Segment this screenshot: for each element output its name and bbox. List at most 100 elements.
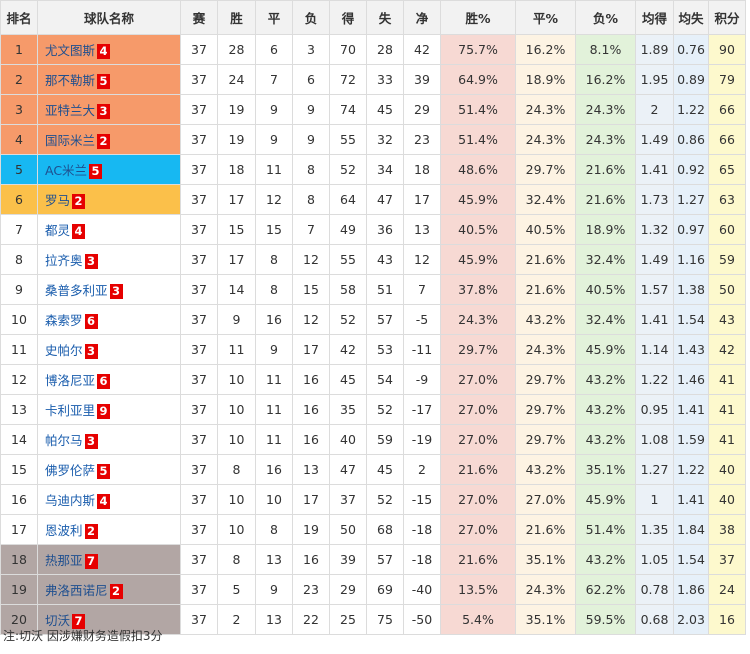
lost-cell: 3 bbox=[292, 34, 330, 65]
lost-cell: 8 bbox=[292, 154, 330, 185]
team-link[interactable]: 佛罗伦萨 bbox=[45, 463, 96, 478]
goals-against-cell: 57 bbox=[366, 304, 404, 335]
team-link[interactable]: 尤文图斯 bbox=[45, 43, 96, 58]
goals-against-cell: 53 bbox=[366, 334, 404, 365]
points-cell: 66 bbox=[708, 94, 746, 125]
rank-cell: 1 bbox=[0, 34, 38, 65]
team-link[interactable]: 拉齐奥 bbox=[45, 253, 83, 268]
avg-against-cell: 1.59 bbox=[673, 424, 709, 455]
played-cell: 37 bbox=[180, 64, 218, 95]
team-link[interactable]: 弗洛西诺尼 bbox=[45, 583, 108, 598]
rank-cell: 6 bbox=[0, 184, 38, 215]
avg-for-cell: 1.27 bbox=[635, 454, 674, 485]
team-link[interactable]: 热那亚 bbox=[45, 553, 83, 568]
red-card-badge: 3 bbox=[84, 344, 98, 359]
team-link[interactable]: 桑普多利亚 bbox=[45, 283, 108, 298]
rank-cell: 2 bbox=[0, 64, 38, 95]
goal-difference-cell: 29 bbox=[403, 94, 441, 125]
team-link[interactable]: 那不勒斯 bbox=[45, 73, 96, 88]
rank-cell: 4 bbox=[0, 124, 38, 155]
team-link[interactable]: AC米兰 bbox=[45, 163, 88, 178]
draw-pct-cell: 18.9% bbox=[515, 64, 576, 95]
avg-for-cell: 1.35 bbox=[635, 514, 674, 545]
team-cell: 卡利亚里 9 bbox=[37, 394, 181, 425]
team-link[interactable]: 都灵 bbox=[45, 223, 71, 238]
red-card-badge: 3 bbox=[84, 434, 98, 449]
loss-pct-cell: 16.2% bbox=[575, 64, 636, 95]
played-cell: 37 bbox=[180, 394, 218, 425]
avg-against-cell: 0.89 bbox=[673, 64, 709, 95]
goals-against-cell: 57 bbox=[366, 544, 404, 575]
header-avg-for: 均得 bbox=[635, 0, 674, 35]
team-link[interactable]: 国际米兰 bbox=[45, 133, 96, 148]
team-link[interactable]: 帕尔马 bbox=[45, 433, 83, 448]
header-drawn: 平 bbox=[255, 0, 293, 35]
loss-pct-cell: 21.6% bbox=[575, 184, 636, 215]
goal-difference-cell: 23 bbox=[403, 124, 441, 155]
goals-against-cell: 68 bbox=[366, 514, 404, 545]
table-row: 3 亚特兰大 3 37 19 9 9 74 45 29 51.4% 24.3% 24.3% 2 1.22 66 bbox=[0, 94, 746, 125]
lost-cell: 9 bbox=[292, 94, 330, 125]
draw-pct-cell: 24.3% bbox=[515, 124, 576, 155]
team-link[interactable]: 史帕尔 bbox=[45, 343, 83, 358]
team-link[interactable]: 乌迪内斯 bbox=[45, 493, 96, 508]
drawn-cell: 13 bbox=[255, 544, 293, 575]
team-link[interactable]: 切沃 bbox=[45, 613, 71, 628]
team-link[interactable]: 亚特兰大 bbox=[45, 103, 96, 118]
header-row: 排名 球队名称 赛 胜 平 负 得 失 净 胜% 平% 负% 均得 均失 积分 bbox=[0, 0, 746, 35]
draw-pct-cell: 43.2% bbox=[515, 304, 576, 335]
points-cell: 50 bbox=[708, 274, 746, 305]
table-row: 18 热那亚 7 37 8 13 16 39 57 -18 21.6% 35.1% 43.2% 1.05 1… bbox=[0, 544, 746, 575]
played-cell: 37 bbox=[180, 274, 218, 305]
avg-against-cell: 0.97 bbox=[673, 214, 709, 245]
team-cell: 弗洛西诺尼 2 bbox=[37, 574, 181, 605]
draw-pct-cell: 29.7% bbox=[515, 424, 576, 455]
goals-against-cell: 34 bbox=[366, 154, 404, 185]
goals-against-cell: 75 bbox=[366, 604, 404, 635]
header-won: 胜 bbox=[217, 0, 256, 35]
drawn-cell: 11 bbox=[255, 394, 293, 425]
points-cell: 90 bbox=[708, 34, 746, 65]
points-cell: 59 bbox=[708, 244, 746, 275]
goals-against-cell: 33 bbox=[366, 64, 404, 95]
team-link[interactable]: 恩波利 bbox=[45, 523, 83, 538]
drawn-cell: 8 bbox=[255, 514, 293, 545]
goals-for-cell: 47 bbox=[329, 454, 367, 485]
team-link[interactable]: 博洛尼亚 bbox=[45, 373, 96, 388]
draw-pct-cell: 35.1% bbox=[515, 544, 576, 575]
red-card-badge: 5 bbox=[97, 464, 111, 479]
goals-against-cell: 52 bbox=[366, 484, 404, 515]
goals-against-cell: 43 bbox=[366, 244, 404, 275]
win-pct-cell: 27.0% bbox=[440, 484, 516, 515]
won-cell: 10 bbox=[217, 394, 256, 425]
avg-against-cell: 1.16 bbox=[673, 244, 709, 275]
team-link[interactable]: 罗马 bbox=[45, 193, 71, 208]
win-pct-cell: 64.9% bbox=[440, 64, 516, 95]
table-row: 5 AC米兰 5 37 18 11 8 52 34 18 48.6% 29.7% 21.6% 1.41 0.… bbox=[0, 154, 746, 185]
goals-against-cell: 51 bbox=[366, 274, 404, 305]
goal-difference-cell: 7 bbox=[403, 274, 441, 305]
played-cell: 37 bbox=[180, 154, 218, 185]
goals-for-cell: 50 bbox=[329, 514, 367, 545]
win-pct-cell: 21.6% bbox=[440, 454, 516, 485]
points-cell: 40 bbox=[708, 484, 746, 515]
avg-for-cell: 1.22 bbox=[635, 364, 674, 395]
team-link[interactable]: 卡利亚里 bbox=[45, 403, 96, 418]
goals-for-cell: 55 bbox=[329, 244, 367, 275]
goals-for-cell: 55 bbox=[329, 124, 367, 155]
played-cell: 37 bbox=[180, 574, 218, 605]
team-cell: 佛罗伦萨 5 bbox=[37, 454, 181, 485]
draw-pct-cell: 29.7% bbox=[515, 154, 576, 185]
goals-for-cell: 39 bbox=[329, 544, 367, 575]
goals-for-cell: 52 bbox=[329, 304, 367, 335]
points-cell: 41 bbox=[708, 394, 746, 425]
team-link[interactable]: 森索罗 bbox=[45, 313, 83, 328]
team-cell: 史帕尔 3 bbox=[37, 334, 181, 365]
goals-for-cell: 35 bbox=[329, 394, 367, 425]
goal-difference-cell: -18 bbox=[403, 514, 441, 545]
table-row: 15 佛罗伦萨 5 37 8 16 13 47 45 2 21.6% 43.2% 35.1% 1.27 1.… bbox=[0, 454, 746, 485]
won-cell: 17 bbox=[217, 184, 256, 215]
team-cell: 恩波利 2 bbox=[37, 514, 181, 545]
table-row: 6 罗马 2 37 17 12 8 64 47 17 45.9% 32.4% 21.6% 1.73 1.27… bbox=[0, 184, 746, 215]
played-cell: 37 bbox=[180, 454, 218, 485]
